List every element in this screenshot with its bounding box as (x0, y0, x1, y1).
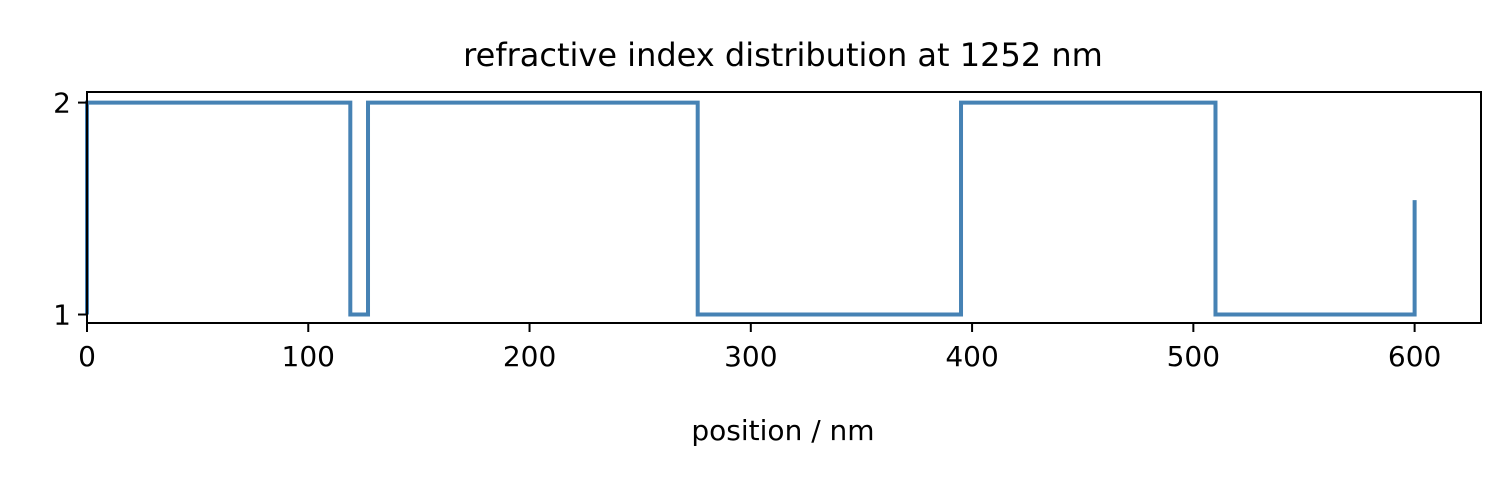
x-tick-label: 400 (945, 340, 998, 373)
x-tick-label: 0 (78, 340, 96, 373)
series-line-0 (85, 100, 1417, 317)
x-tick-label: 600 (1388, 340, 1441, 373)
y-axis: 12 (53, 87, 87, 332)
plot-area (85, 100, 1417, 317)
x-tick-label: 100 (282, 340, 335, 373)
chart-title: refractive index distribution at 1252 nm (463, 36, 1103, 74)
x-tick-label: 200 (503, 340, 556, 373)
y-tick-label: 2 (53, 87, 71, 120)
x-tick-label: 300 (724, 340, 777, 373)
y-tick-label: 1 (53, 299, 71, 332)
x-axis: 0 100 200 300 400 500 600 (78, 323, 1441, 373)
plot-frame (86, 91, 1482, 324)
x-axis-label: position / nm (691, 414, 874, 447)
x-tick-label: 500 (1167, 340, 1220, 373)
